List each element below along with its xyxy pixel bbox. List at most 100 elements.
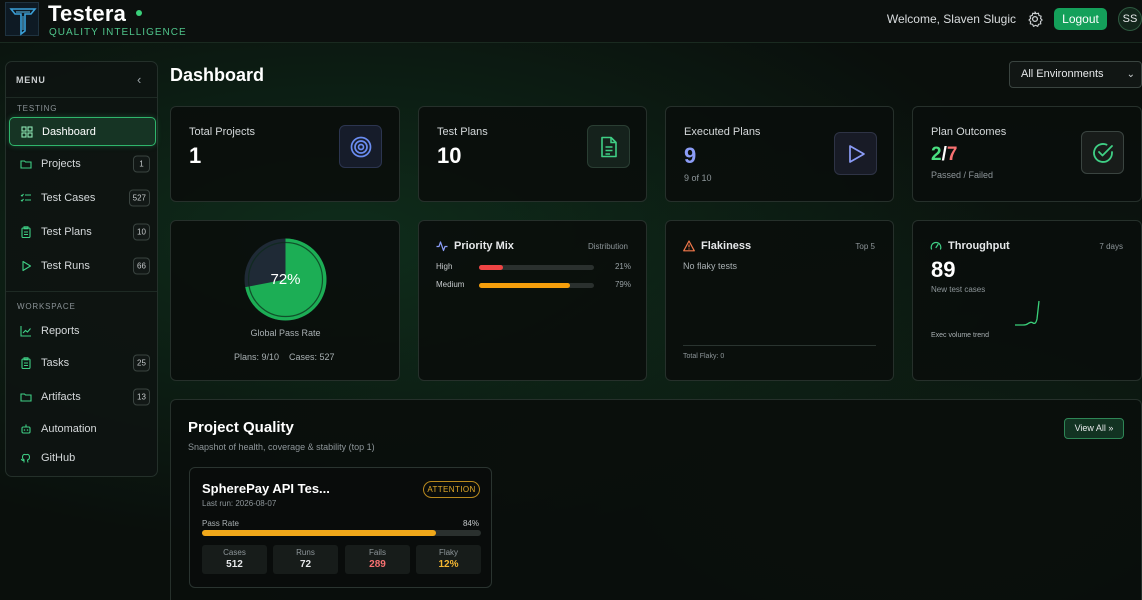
pass-rate-value: 72% (270, 271, 301, 288)
priority-name: High (436, 262, 453, 271)
priority-bar-fill (479, 283, 570, 288)
throughput-card: Throughput 7 days 89 New test cases Exec… (912, 220, 1142, 381)
sidebar-item-label: Tasks (41, 356, 70, 369)
pass-rate-card: 72% Global Pass Rate Plans: 9/10 Cases: … (170, 220, 400, 381)
play-icon (848, 144, 865, 163)
section-subtitle: Snapshot of health, coverage & stability… (188, 442, 375, 452)
environment-select-value: All Environments (1021, 68, 1104, 80)
priority-pct: 79% (614, 280, 631, 289)
view-all-button[interactable]: View All » (1064, 418, 1124, 439)
sidebar-item-dashboard[interactable]: Dashboard (9, 117, 156, 146)
outcome-separator: / (941, 144, 947, 165)
logo[interactable] (5, 2, 39, 36)
stat-card-test-plans: Test Plans 10 (418, 106, 647, 202)
sidebar-item-label: Artifacts (41, 390, 81, 403)
stat-label: Test Plans (437, 126, 488, 138)
stat-label: Total Projects (189, 126, 256, 138)
stat-value: 12% (438, 559, 459, 570)
project-card[interactable]: SpherePay API Tes... Last run: 2026-08-0… (189, 467, 492, 588)
github-icon (20, 453, 31, 463)
project-stat-flaky: Flaky 12% (416, 545, 481, 574)
pass-rate-bar-track (202, 530, 481, 536)
sidebar-item-label: Automation (41, 422, 97, 435)
gear-icon[interactable] (1026, 10, 1044, 28)
grid-icon (21, 125, 33, 138)
card-heading: Priority Mix (436, 240, 514, 252)
sidebar-divider (6, 97, 157, 98)
play-icon (22, 260, 32, 271)
line-chart-icon (20, 325, 31, 337)
stat-value: 72 (299, 559, 312, 570)
sidebar-item-test-cases[interactable]: Test Cases 527 (9, 183, 156, 212)
project-name: SpherePay API Tes... (202, 481, 330, 496)
count-badge: 25 (133, 354, 150, 371)
priority-row-high: High 21% (436, 262, 631, 274)
pass-rate-pct: 84% (462, 519, 479, 528)
stat-card-executed-plans: Executed Plans 9 9 of 10 (665, 106, 894, 202)
stat-label: Executed Plans (684, 126, 761, 138)
project-stat-cases: Cases 512 (202, 545, 267, 574)
document-icon-box (587, 125, 630, 168)
folder-icon (20, 159, 32, 169)
sidebar-item-github[interactable]: GitHub (9, 443, 156, 472)
gauge-icon (930, 242, 942, 250)
sidebar-section-workspace: WORKSPACE (17, 302, 76, 311)
play-icon-box (834, 132, 877, 175)
sidebar-item-test-runs[interactable]: Test Runs 66 (9, 251, 156, 280)
stat-sub: 9 of 10 (684, 173, 712, 183)
logout-button[interactable]: Logout (1054, 8, 1107, 30)
sidebar-item-artifacts[interactable]: Artifacts 13 (9, 382, 156, 411)
brand-name: Testera (48, 1, 127, 26)
sidebar-item-reports[interactable]: Reports (9, 316, 156, 345)
sidebar-item-test-plans[interactable]: Test Plans 10 (9, 217, 156, 246)
environment-select[interactable]: All Environments ⌄ (1009, 61, 1142, 88)
check-circle-icon (1092, 142, 1113, 163)
throughput-value: 89 (931, 257, 956, 282)
passed-count: 2 (931, 144, 942, 165)
card-heading: Flakiness (683, 240, 751, 252)
target-icon-box (339, 125, 382, 168)
sidebar-section-testing: TESTING (17, 104, 58, 113)
card-title: Flakiness (701, 240, 752, 252)
document-icon (600, 136, 617, 157)
section-title: Project Quality (188, 419, 294, 436)
count-badge: 527 (128, 189, 150, 206)
stat-card-plan-outcomes: Plan Outcomes 2/7 Passed / Failed (912, 106, 1142, 202)
sidebar-item-label: Reports (41, 324, 80, 337)
folder-icon (20, 392, 32, 402)
stat-label: Fails (369, 548, 386, 557)
card-caption: Top 5 (855, 242, 875, 251)
cases-count: Cases: 527 (289, 352, 335, 362)
sidebar-item-label: Test Cases (41, 191, 96, 204)
priority-row-medium: Medium 79% (436, 280, 631, 292)
brand-tagline: QUALITY INTELLIGENCE (49, 27, 187, 38)
trend-label: Exec volume trend (931, 332, 989, 339)
stat-card-total-projects: Total Projects 1 (170, 106, 400, 202)
priority-mix-card: Priority Mix Distribution High 21% Mediu… (418, 220, 647, 381)
project-stat-fails: Fails 289 (345, 545, 410, 574)
card-caption: 7 days (1099, 242, 1123, 251)
status-dot-icon (136, 10, 142, 16)
project-quality-panel: Project Quality Snapshot of health, cove… (170, 399, 1142, 600)
sidebar-divider (6, 291, 157, 292)
clipboard-icon (21, 356, 31, 369)
sidebar-item-label: Dashboard (42, 125, 96, 138)
pass-rate-arc (245, 238, 327, 321)
card-title: Throughput (948, 240, 1010, 252)
failed-count: 7 (946, 144, 958, 165)
checklist-icon (20, 193, 31, 202)
card-title: Priority Mix (454, 240, 514, 252)
stat-label: Flaky (438, 548, 459, 557)
top-bar: Testera QUALITY INTELLIGENCE Welcome, Sl… (0, 0, 1142, 43)
sidebar-item-label: Test Runs (41, 259, 90, 272)
sidebar-item-tasks[interactable]: Tasks 25 (9, 348, 156, 377)
sidebar-item-automation[interactable]: Automation (9, 414, 156, 443)
stat-label: Plan Outcomes (931, 126, 1007, 138)
divider (683, 345, 876, 346)
avatar[interactable]: SS (1118, 7, 1142, 31)
collapse-chevron-icon[interactable]: ‹ (137, 72, 142, 87)
sidebar-item-projects[interactable]: Projects 1 (9, 149, 156, 178)
stat-value: 512 (226, 559, 243, 570)
stat-value: 289 (369, 559, 386, 570)
priority-pct: 21% (614, 262, 631, 271)
